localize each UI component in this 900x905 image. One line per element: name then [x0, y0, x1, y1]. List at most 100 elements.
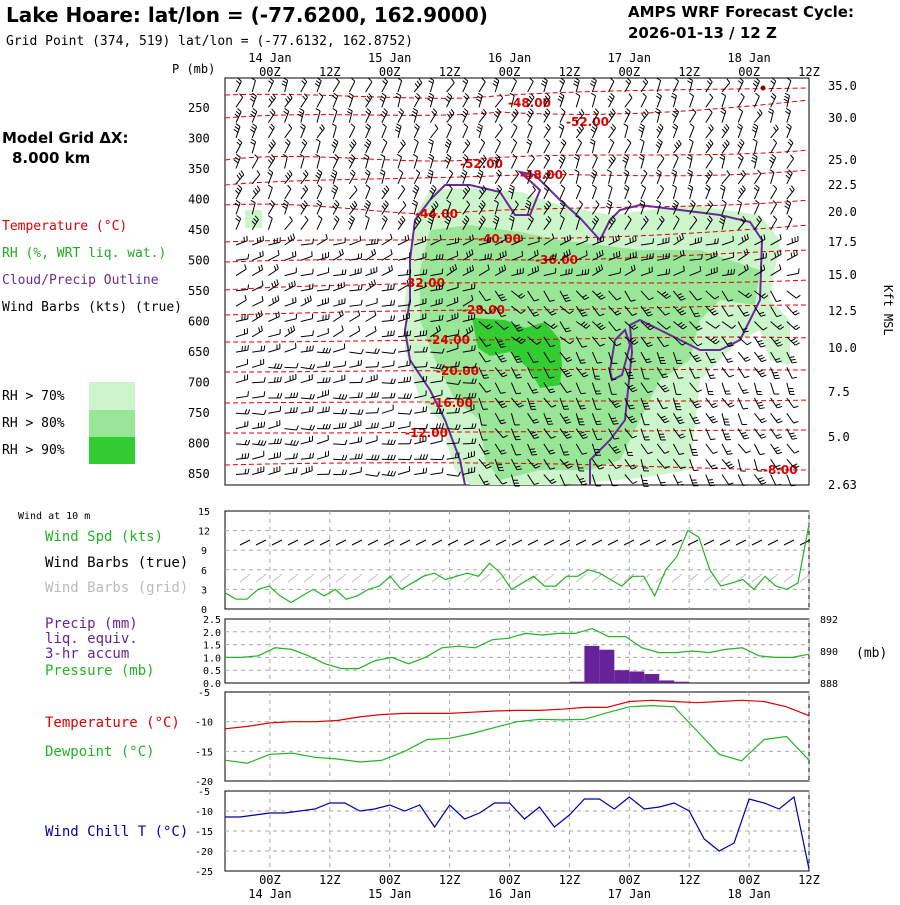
right-tick-label: 890 — [820, 647, 838, 658]
precip-bar — [659, 680, 674, 683]
y-tick-label: -5 — [198, 688, 210, 699]
height-tick-label: 30.0 — [828, 111, 857, 125]
legend-rh: RH (%, WRT liq. wat.) — [2, 246, 166, 261]
precip-bar — [569, 682, 584, 683]
time-tick-label: 00Z — [259, 873, 281, 887]
precip-bar — [674, 682, 689, 683]
grid-point-subtitle: Grid Point (374, 519) lat/lon = (-77.613… — [6, 34, 413, 49]
temperature-label: -52.00 — [566, 115, 609, 129]
pressure-tick-label: 350 — [188, 162, 210, 176]
station-marker — [761, 86, 766, 91]
time-tick-label: 00Z — [738, 65, 760, 79]
height-tick-label: 25.0 — [828, 153, 857, 167]
y-tick-label: -20 — [195, 847, 213, 858]
y-tick-label: -5 — [198, 787, 210, 798]
y-tick-label: -10 — [195, 718, 213, 729]
wind-barbs-true-legend: Wind Barbs (true) — [45, 555, 188, 571]
y-tick-label: 1.5 — [203, 641, 221, 652]
pressure-tick-label: 400 — [188, 193, 210, 207]
pressure-tick-label: 500 — [188, 254, 210, 268]
pressure-tick-label: 750 — [188, 406, 210, 420]
precip-legend-3: 3-hr accum — [45, 646, 129, 662]
dewpoint-panel-legend: Dewpoint (°C) — [45, 744, 155, 760]
y-tick-label: -25 — [195, 867, 213, 878]
pressure-tick-label: 700 — [188, 376, 210, 390]
model-grid-value: 8.000 km — [12, 149, 90, 167]
panel-frame — [225, 511, 809, 609]
time-tick-label: 12Z — [319, 873, 341, 887]
pressure-axis-title: P (mb) — [172, 62, 215, 76]
y-tick-label: 2.5 — [203, 615, 221, 626]
legend-rh80-label: RH > 80% — [2, 416, 65, 431]
legend-rh90-label: RH > 90% — [2, 443, 65, 458]
day-tick-label: 18 Jan — [727, 887, 770, 900]
height-tick-label: 2.63 — [828, 478, 857, 492]
pressure-tick-label: 650 — [188, 345, 210, 359]
time-tick-label: 00Z — [379, 65, 401, 79]
time-tick-label: 12Z — [439, 65, 461, 79]
height-axis-title: Kft MSL — [881, 285, 895, 336]
height-tick-label: 17.5 — [828, 235, 857, 249]
height-tick-label: 10.0 — [828, 341, 857, 355]
precip-bar — [629, 671, 644, 683]
day-tick-label: 14 Jan — [248, 887, 291, 900]
legend-rh70-label: RH > 70% — [2, 389, 65, 404]
day-tick-label: 16 Jan — [488, 51, 531, 65]
panel-frame — [225, 619, 809, 683]
windchill-legend: Wind Chill T (°C) — [45, 824, 188, 840]
temperature-label: -48.00 — [508, 96, 551, 110]
precip-bar — [644, 674, 659, 683]
y-tick-label: 1.0 — [203, 653, 221, 664]
temperature-panel: -5-10-15-20 — [195, 688, 809, 788]
wind-barbs-grid-legend: Wind Barbs (grid) — [45, 580, 188, 596]
model-grid-label: Model Grid ΔX: — [2, 129, 129, 147]
day-tick-label: 15 Jan — [368, 887, 411, 900]
time-tick-label: 12Z — [678, 873, 700, 887]
panel-frame — [225, 692, 809, 781]
precip-legend-2: liq. equiv. — [45, 631, 138, 647]
height-tick-label: 5.0 — [828, 430, 850, 444]
pressure-tick-label: 800 — [188, 437, 210, 451]
pressure-tick-label: 550 — [188, 284, 210, 298]
precip-bar — [614, 670, 629, 683]
time-tick-label: 12Z — [439, 873, 461, 887]
wind-panel-title: Wind at 10 m — [18, 511, 90, 522]
cross-section-panel: -48.00 -52.00 -52.00 -48.00 -44.00 -40.0… — [225, 78, 809, 487]
temperature-label: -44.00 — [415, 207, 458, 221]
forecast-cycle-label: AMPS WRF Forecast Cycle: — [628, 3, 854, 21]
y-tick-label: 2.0 — [203, 628, 221, 639]
time-tick-label: 00Z — [618, 873, 640, 887]
time-tick-label: 00Z — [499, 873, 521, 887]
precip-bar — [584, 646, 599, 683]
forecast-cycle-value: 2026-01-13 / 12 Z — [628, 24, 777, 42]
height-tick-label: 35.0 — [828, 79, 857, 93]
day-tick-label: 17 Jan — [608, 51, 651, 65]
legend-temperature: Temperature (°C) — [2, 219, 127, 234]
pressure-tick-label: 300 — [188, 132, 210, 146]
time-tick-label: 12Z — [798, 65, 820, 79]
height-tick-label: 20.0 — [828, 205, 857, 219]
time-tick-label: 00Z — [259, 65, 281, 79]
height-tick-label: 12.5 — [828, 304, 857, 318]
legend-rh80-swatch — [89, 410, 135, 437]
temperature-label: -48.00 — [520, 168, 563, 182]
height-tick-label: 15.0 — [828, 268, 857, 282]
day-tick-label: 14 Jan — [248, 51, 291, 65]
pressure-tick-label: 250 — [188, 101, 210, 115]
pressure-tick-label: 450 — [188, 223, 210, 237]
y-tick-label: 0.5 — [203, 666, 221, 677]
page-title: Lake Hoare: lat/lon = (-77.6200, 162.900… — [6, 3, 488, 27]
time-tick-label: 00Z — [499, 65, 521, 79]
time-tick-label: 12Z — [319, 65, 341, 79]
temperature-panel-legend: Temperature (°C) — [45, 715, 180, 731]
pressure-tick-label: 850 — [188, 467, 210, 481]
pressure-legend: Pressure (mb) — [45, 663, 155, 679]
time-tick-label: 12Z — [678, 65, 700, 79]
height-tick-label: 7.5 — [828, 385, 850, 399]
legend-wind: Wind Barbs (kts) (true) — [2, 300, 182, 315]
day-tick-label: 15 Jan — [368, 51, 411, 65]
precip-legend-1: Precip (mm) — [45, 616, 138, 632]
windchill-panel: -5-10-15-20-25 — [195, 787, 809, 878]
